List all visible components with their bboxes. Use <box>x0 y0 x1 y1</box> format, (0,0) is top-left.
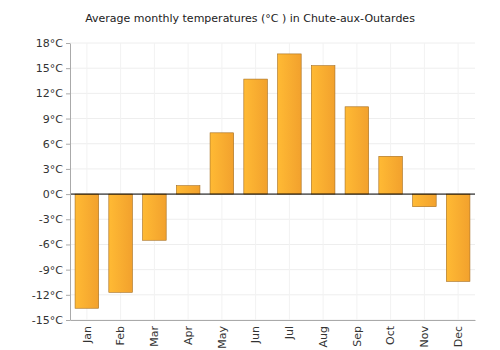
y-tick-mark <box>66 219 70 220</box>
x-tick: Jun <box>249 326 262 344</box>
x-axis: Jan Feb Mar Apr May Jun Jul Aug Sep Oct Nov Dec <box>71 321 476 349</box>
x-tick-label: Sep <box>351 326 364 347</box>
y-tick: -12°C <box>32 289 70 302</box>
y-tick-mark <box>66 169 70 170</box>
y-tick-label: 3°C <box>43 163 63 176</box>
x-tick-label: Feb <box>114 326 127 345</box>
grid-line <box>70 194 475 195</box>
bar <box>446 194 470 281</box>
bar <box>109 194 133 292</box>
y-tick: 9°C <box>43 113 70 126</box>
chart: Average monthly temperatures (°C ) in Ch… <box>0 0 500 350</box>
grid-line <box>70 68 475 69</box>
bar <box>210 133 234 194</box>
grid <box>70 43 475 320</box>
bar <box>75 194 99 308</box>
x-tick-label: May <box>216 326 229 349</box>
zero-line <box>70 194 475 195</box>
grid-line-vertical <box>154 43 155 320</box>
grid-line <box>70 118 475 119</box>
x-tick: Feb <box>114 326 127 345</box>
x-tick: Apr <box>182 326 195 346</box>
y-tick: -3°C <box>39 213 70 226</box>
y-tick: 12°C <box>36 87 70 100</box>
y-tick-mark <box>66 295 70 296</box>
x-axis-line <box>71 320 476 321</box>
y-tick-label: -12°C <box>32 289 63 302</box>
bar <box>413 194 437 207</box>
x-tick: Jan <box>81 326 94 344</box>
y-tick-label: -6°C <box>39 238 63 251</box>
y-axis: -15°C -12°C -9°C -6°C -3°C 0°C 3°C 6°C 9°C 12°C 15… <box>32 37 71 327</box>
grid-line <box>70 93 475 94</box>
y-tick-mark <box>66 244 70 245</box>
x-tick-label: Nov <box>418 326 431 348</box>
bar <box>311 66 335 194</box>
grid-line <box>70 143 475 144</box>
x-tick-label: Dec <box>452 326 465 347</box>
y-tick-mark <box>66 194 70 195</box>
y-tick-mark <box>66 320 70 321</box>
y-tick-label: -9°C <box>39 264 63 277</box>
x-tick: May <box>216 326 229 349</box>
y-tick-mark <box>66 270 70 271</box>
grid-line <box>70 168 475 169</box>
bar <box>379 156 403 194</box>
y-tick: 3°C <box>43 163 70 176</box>
y-tick: 6°C <box>43 138 70 151</box>
grid-line <box>70 43 475 44</box>
bar <box>244 79 268 194</box>
y-tick-mark <box>66 93 70 94</box>
x-tick-label: Oct <box>384 325 397 345</box>
bar <box>278 54 302 194</box>
y-tick-label: 15°C <box>36 62 63 75</box>
x-tick-label: Aug <box>317 326 330 347</box>
y-axis-line <box>70 44 71 321</box>
x-tick: Aug <box>317 326 330 347</box>
title: Average monthly temperatures (°C ) in Ch… <box>85 12 415 25</box>
x-tick: Dec <box>452 326 465 347</box>
y-tick-mark <box>66 43 70 44</box>
x-tick: Jul <box>283 326 296 340</box>
y-tick-label: -15°C <box>32 314 63 327</box>
x-tick-label: Apr <box>182 326 195 346</box>
y-tick: -15°C <box>32 314 70 327</box>
y-tick-mark <box>66 68 70 69</box>
grid-line-vertical <box>188 43 189 320</box>
bar <box>345 107 369 194</box>
bars <box>75 54 470 308</box>
x-tick-label: Jul <box>283 326 296 340</box>
y-tick: 18°C <box>36 37 70 50</box>
x-tick: Sep <box>351 326 364 347</box>
grid-line <box>70 294 475 295</box>
x-tick-label: Jun <box>249 326 262 344</box>
y-tick-label: 0°C <box>43 188 63 201</box>
grid-line <box>70 320 475 321</box>
y-tick-mark <box>66 119 70 120</box>
y-tick-label: 12°C <box>36 87 63 100</box>
x-tick: Mar <box>148 326 161 347</box>
y-tick-label: 9°C <box>43 113 63 126</box>
plot: -15°C -12°C -9°C -6°C -3°C 0°C 3°C 6°C 9°C 12°C 15… <box>32 37 476 349</box>
y-tick-label: -3°C <box>39 213 63 226</box>
y-tick: -9°C <box>39 264 70 277</box>
grid-line-vertical <box>424 43 425 320</box>
y-tick-label: 6°C <box>43 138 63 151</box>
y-tick: 0°C <box>43 188 70 201</box>
bar <box>176 186 200 194</box>
y-tick-mark <box>66 144 70 145</box>
x-tick: Oct <box>384 325 397 345</box>
bar <box>143 194 167 240</box>
x-tick: Nov <box>418 326 431 348</box>
y-tick-label: 18°C <box>36 37 63 50</box>
y-tick: -6°C <box>39 238 70 251</box>
x-tick-label: Jan <box>81 326 94 344</box>
x-tick-label: Mar <box>148 326 161 347</box>
y-tick: 15°C <box>36 62 70 75</box>
